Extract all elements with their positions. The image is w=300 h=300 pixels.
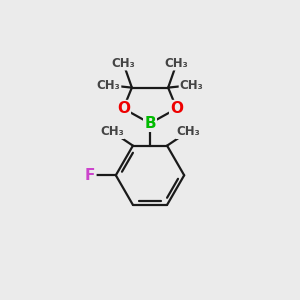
Text: O: O bbox=[117, 101, 130, 116]
Text: CH₃: CH₃ bbox=[97, 79, 120, 92]
Text: CH₃: CH₃ bbox=[100, 125, 124, 138]
Text: O: O bbox=[170, 101, 183, 116]
Text: B: B bbox=[144, 116, 156, 131]
Text: CH₃: CH₃ bbox=[111, 56, 135, 70]
Text: CH₃: CH₃ bbox=[165, 56, 189, 70]
Text: CH₃: CH₃ bbox=[180, 79, 203, 92]
Text: F: F bbox=[85, 168, 95, 183]
Text: CH₃: CH₃ bbox=[176, 125, 200, 138]
